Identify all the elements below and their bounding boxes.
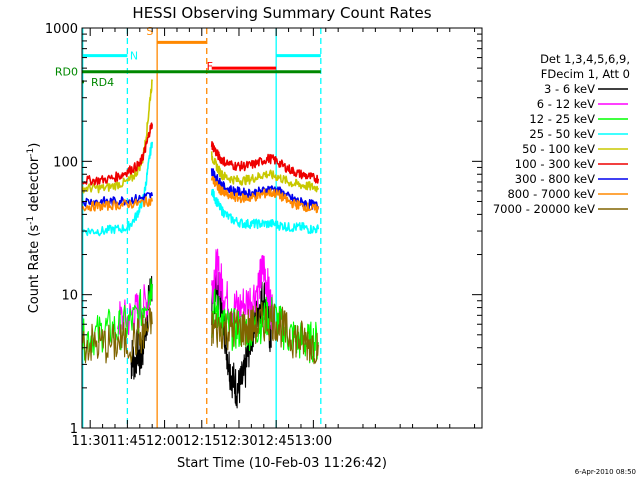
- legend-label-8: 7000 - 20000 keV: [493, 202, 595, 216]
- y-tick-label-2: 100: [53, 155, 78, 170]
- y-label-sup2: -1: [26, 148, 36, 157]
- x-tick-label-0: 11:30: [71, 434, 108, 449]
- legend-header-2: FDecim 1, Att 0: [541, 67, 630, 81]
- flag-label-rd4: RD4: [91, 76, 114, 89]
- series-line-7-seg-0: [81, 196, 153, 212]
- legend-label-2: 12 - 25 keV: [529, 112, 595, 126]
- y-axis: 1 10 100 1000: [45, 22, 482, 437]
- series-line-4-seg-1: [210, 151, 320, 193]
- flag-label-n: N: [130, 50, 138, 63]
- y-label-mid: detector: [27, 156, 42, 216]
- legend-label-0: 3 - 6 keV: [544, 82, 595, 96]
- series-line-3-seg-0: [81, 141, 153, 237]
- series-line-0-seg-0: [130, 275, 153, 380]
- series-line-2-seg-1: [211, 288, 319, 364]
- series-line-7-seg-1: [210, 176, 320, 214]
- x-tick-label-2: 12:00: [146, 434, 183, 449]
- plot-frame: [81, 27, 483, 429]
- series-line-8-seg-0: [82, 307, 153, 364]
- x-tick-label-4: 12:30: [220, 434, 257, 449]
- legend-label-1: 6 - 12 keV: [537, 97, 595, 111]
- timestamp: 6-Apr-2010 08:50: [575, 468, 636, 476]
- x-tick-label-5: 12:45: [257, 434, 294, 449]
- legend-label-3: 25 - 50 keV: [529, 127, 595, 141]
- legend-label-5: 100 - 300 keV: [515, 157, 595, 171]
- x-tick-label-6: 13:00: [295, 434, 332, 449]
- flag-label-f: F: [207, 60, 213, 73]
- y-label-main: Count Rate (s: [27, 225, 42, 314]
- x-tick-label-1: 11:45: [109, 434, 146, 449]
- legend-label-4: 50 - 100 keV: [522, 142, 595, 156]
- y-axis-label: Count Rate (s-1 detector-1): [26, 143, 42, 314]
- series-line-5-seg-1: [210, 141, 320, 184]
- series-line-4-seg-0: [81, 79, 153, 194]
- y-tick-label-0: 1: [70, 422, 78, 437]
- flag-label-rd0: RD0: [55, 66, 78, 79]
- series-line-3-seg-1: [210, 188, 320, 235]
- y-tick-label-1: 10: [61, 289, 78, 304]
- series-line-5-seg-0: [82, 122, 153, 186]
- plot-area: NS F RD0 RD4: [55, 25, 322, 428]
- legend-header-1: Det 1,3,4,5,6,9,: [540, 52, 630, 66]
- y-tick-label-3: 1000: [45, 22, 78, 37]
- y-label-sup1: -1: [26, 216, 36, 225]
- series-line-8-seg-1: [211, 301, 319, 365]
- legend-label-6: 300 - 800 keV: [515, 172, 595, 186]
- series-line-2-seg-0: [82, 278, 153, 361]
- x-axis: 11:30 11:45 12:00 12:15 12:30 12:45 13:00: [71, 28, 476, 449]
- y-label-end: ): [27, 143, 42, 148]
- flag-label-s: S: [146, 25, 153, 38]
- chart-title: HESSI Observing Summary Count Rates: [132, 4, 431, 22]
- legend-label-7: 800 - 7000 keV: [507, 187, 595, 201]
- x-tick-label-3: 12:15: [183, 434, 220, 449]
- x-axis-label: Start Time (10-Feb-03 11:26:42): [177, 456, 387, 471]
